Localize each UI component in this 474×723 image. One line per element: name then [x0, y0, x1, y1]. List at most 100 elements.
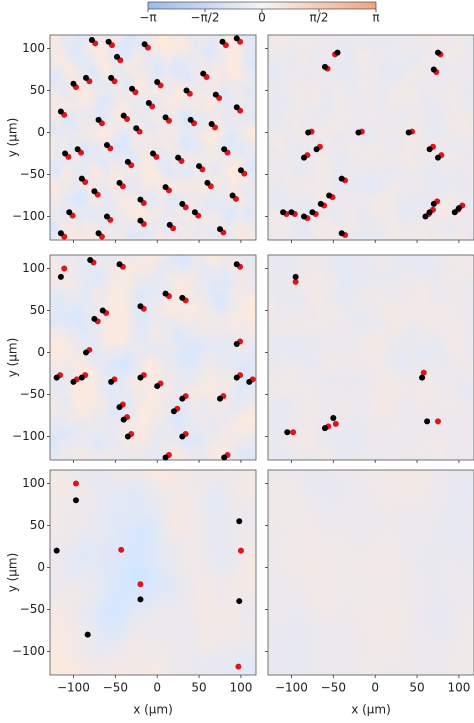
vortex-dot	[219, 38, 226, 45]
vortex-dot	[166, 221, 173, 228]
vortex-dot	[288, 209, 295, 216]
vortex-dot	[187, 116, 194, 123]
vortex-dot	[91, 315, 98, 322]
x-tick-label: 100	[229, 681, 252, 695]
vortex-dot	[141, 41, 148, 48]
vortex-dot	[88, 37, 95, 44]
vortex-dot	[72, 497, 79, 504]
vortex-dot	[424, 418, 431, 425]
vortex-dot	[321, 63, 328, 70]
vortex-dot	[309, 209, 316, 216]
vortex-dot	[162, 454, 169, 461]
vortex-dot	[191, 209, 198, 216]
y-tick-label: 0	[37, 560, 45, 574]
vortex-dot	[175, 154, 182, 161]
y-axis-label: y (μm)	[6, 553, 20, 593]
vortex-dot	[137, 303, 144, 310]
panel-frame	[49, 34, 257, 241]
phase-map	[268, 35, 474, 240]
vortex-dot	[183, 87, 190, 94]
vortex-dot	[221, 454, 228, 461]
vortex-dot	[330, 414, 337, 421]
vortex-dot	[116, 261, 123, 268]
vortex-dot	[179, 200, 186, 207]
vortex-dot	[137, 581, 144, 588]
vortex-dot	[208, 121, 215, 128]
vortex-dot	[233, 261, 240, 268]
vortex-dot	[124, 158, 131, 165]
vortex-dot	[137, 217, 144, 224]
vortex-dot	[233, 374, 240, 381]
vortex-dot	[137, 374, 144, 381]
vortex-dot	[105, 38, 112, 45]
vortex-dot	[83, 349, 90, 356]
y-tick-label: 100	[22, 41, 45, 55]
vortex-dot	[78, 374, 85, 381]
vortex-dot	[57, 108, 64, 115]
vortex-dot	[87, 257, 94, 264]
vortex-dot	[154, 383, 161, 390]
vortex-dot	[321, 425, 328, 432]
vortex-dot	[154, 79, 161, 86]
vortex-dot	[430, 66, 437, 73]
vortex-dot	[237, 547, 244, 554]
phase-map	[268, 255, 474, 460]
x-tick-label: 50	[409, 681, 424, 695]
vortex-dot	[103, 142, 110, 149]
vortex-dot	[53, 547, 60, 554]
vortex-dot	[162, 114, 169, 121]
y-tick-label: −50	[20, 387, 45, 401]
colorbar-tick-label: π	[372, 11, 379, 25]
vortex-dot	[216, 226, 223, 233]
vortex-dot	[113, 53, 120, 60]
colorbar-tick-label: 0	[258, 11, 266, 25]
vortex-dot	[334, 49, 341, 56]
vortex-dot	[419, 374, 426, 381]
vortex-dot	[233, 104, 240, 111]
y-tick-label: 100	[22, 476, 45, 490]
vortex-dot	[326, 192, 333, 199]
y-tick-label: 50	[30, 518, 45, 532]
x-tick-label: 100	[447, 681, 470, 695]
vortex-dot	[451, 209, 458, 216]
vortex-dot	[246, 378, 253, 385]
vortex-dot	[317, 200, 324, 207]
vortex-dot	[170, 408, 177, 415]
vortex-dot	[355, 129, 362, 136]
vortex-dot	[292, 273, 299, 280]
vortex-dot	[57, 273, 64, 280]
vortex-dot	[95, 116, 102, 123]
vortex-dot	[57, 230, 64, 237]
vortex-dot	[338, 175, 345, 182]
vortex-dot	[61, 265, 68, 272]
vortex-dot	[108, 74, 115, 81]
vortex-dot	[70, 378, 77, 385]
colorbar-tick-label: −π/2	[191, 11, 220, 25]
vortex-dot	[280, 209, 287, 216]
vortex-dot	[72, 480, 79, 487]
y-tick-label: −100	[12, 644, 45, 658]
phase-map	[268, 470, 474, 675]
colorbar	[147, 1, 377, 10]
vortex-dot	[162, 290, 169, 297]
vortex-dot	[74, 146, 81, 153]
y-axis-label: y (μm)	[6, 338, 20, 378]
vortex-dot	[91, 188, 98, 195]
vortex-dot	[83, 74, 90, 81]
vortex-dot	[129, 85, 136, 92]
phase-map	[50, 470, 256, 675]
vortex-dot	[133, 125, 140, 132]
vortex-dot	[116, 179, 123, 186]
vortex-dot	[284, 429, 291, 436]
panel-frame	[267, 34, 474, 241]
vortex-dot	[162, 184, 169, 191]
x-axis-label: x (μm)	[351, 703, 391, 717]
colorbar-tick-label: π/2	[310, 11, 329, 25]
vortex-dot	[95, 230, 102, 237]
vortex-dot	[405, 129, 412, 136]
vortex-dot	[120, 112, 127, 119]
panel-frame	[267, 254, 474, 461]
vortex-dot	[434, 49, 441, 56]
vortex-dot	[229, 192, 236, 199]
